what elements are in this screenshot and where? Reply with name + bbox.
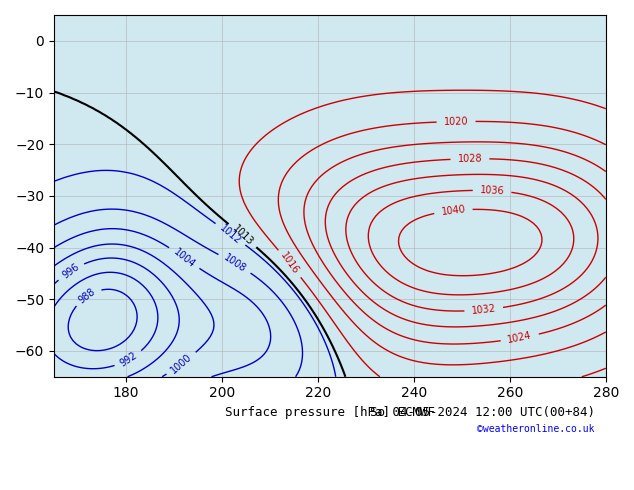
Text: 1008: 1008 — [222, 252, 248, 274]
Text: 1024: 1024 — [507, 331, 533, 345]
Text: 1020: 1020 — [444, 116, 469, 127]
Text: ©weatheronline.co.uk: ©weatheronline.co.uk — [477, 424, 595, 434]
X-axis label: Surface pressure [hPa] ECMWF: Surface pressure [hPa] ECMWF — [225, 406, 435, 419]
Text: 988: 988 — [77, 287, 98, 306]
Text: 1028: 1028 — [458, 154, 482, 164]
Text: 1013: 1013 — [230, 223, 255, 247]
Text: 992: 992 — [119, 350, 139, 368]
Text: 1000: 1000 — [169, 352, 194, 375]
Text: 996: 996 — [60, 262, 81, 281]
Text: 1040: 1040 — [441, 204, 466, 217]
Text: 1012: 1012 — [218, 222, 243, 246]
Text: 1016: 1016 — [278, 251, 301, 277]
Text: 1032: 1032 — [471, 303, 496, 316]
Text: So 04-05-2024 12:00 UTC(00+84): So 04-05-2024 12:00 UTC(00+84) — [370, 406, 595, 418]
Text: 1004: 1004 — [172, 246, 197, 270]
Text: 1036: 1036 — [479, 185, 505, 196]
